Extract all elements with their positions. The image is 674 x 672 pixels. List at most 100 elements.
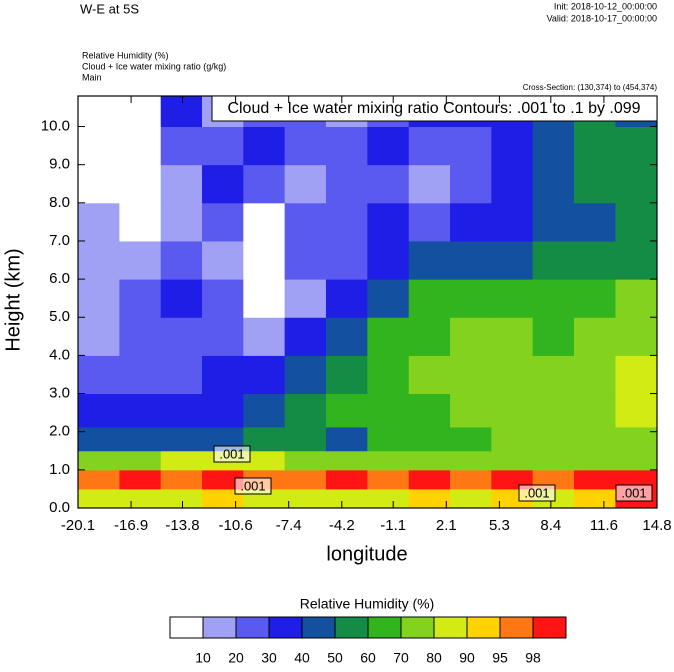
field-cell bbox=[367, 355, 410, 395]
field-cell bbox=[284, 393, 327, 428]
field-cell bbox=[450, 393, 492, 428]
field-cell bbox=[573, 393, 616, 428]
field-cell bbox=[325, 126, 368, 166]
field-cell bbox=[243, 393, 286, 428]
contour-label: .001 bbox=[240, 478, 265, 493]
field-cell bbox=[78, 96, 120, 128]
field-cell bbox=[491, 164, 534, 204]
field-cell bbox=[450, 279, 492, 318]
field-cell bbox=[367, 393, 410, 428]
field-cell bbox=[160, 279, 203, 318]
contour-label: .001 bbox=[219, 446, 244, 461]
field-cell bbox=[491, 126, 534, 166]
x-tick-label: 2.1 bbox=[436, 517, 457, 534]
field-cell bbox=[78, 469, 120, 490]
field-cell bbox=[450, 317, 492, 356]
field-cell bbox=[243, 202, 286, 242]
y-tick-label: 7.0 bbox=[49, 232, 70, 249]
colorbar-title: Relative Humidity (%) bbox=[300, 596, 435, 612]
y-tick-label: 5.0 bbox=[49, 308, 70, 325]
x-tick-label: -4.2 bbox=[329, 517, 355, 534]
field-cell bbox=[243, 450, 286, 471]
field-cell bbox=[202, 279, 244, 318]
y-tick-label: 1.0 bbox=[49, 461, 70, 478]
field-cell bbox=[367, 279, 410, 318]
cross-section: Cross-Section: (130,374) to (454,374) bbox=[523, 83, 658, 92]
field-cell bbox=[119, 240, 162, 280]
field-cell bbox=[367, 469, 410, 490]
contour-label: .001 bbox=[524, 485, 549, 500]
field-cell bbox=[202, 393, 244, 428]
field-cell bbox=[202, 355, 244, 395]
field-cell bbox=[160, 426, 203, 452]
colorbar-label: 10 bbox=[195, 650, 211, 666]
field-cell bbox=[573, 426, 616, 452]
field-cell bbox=[119, 393, 162, 428]
field-cell bbox=[243, 355, 286, 395]
y-axis-title: Height (km) bbox=[2, 248, 24, 351]
colorbar-box bbox=[169, 616, 204, 639]
field-cell bbox=[325, 469, 368, 490]
field-cell bbox=[78, 279, 120, 318]
field-cell bbox=[573, 317, 616, 356]
field-cell bbox=[202, 202, 244, 242]
colorbar-box bbox=[433, 616, 468, 639]
x-tick-label: -13.8 bbox=[165, 517, 199, 534]
field-cell bbox=[284, 426, 327, 452]
y-tick-label: 3.0 bbox=[49, 385, 70, 402]
field-cell bbox=[573, 488, 616, 509]
x-tick-label: -1.1 bbox=[380, 517, 406, 534]
field-cell bbox=[615, 164, 658, 204]
field-cell bbox=[325, 355, 368, 395]
field-cell bbox=[78, 426, 120, 452]
field-cell bbox=[119, 317, 162, 356]
field-cell bbox=[408, 317, 451, 356]
colorbar-label: 98 bbox=[525, 650, 541, 666]
colorbar-box bbox=[466, 616, 501, 639]
field-cell bbox=[78, 164, 120, 204]
field-cell bbox=[160, 469, 203, 490]
field-cell bbox=[615, 202, 658, 242]
colorbar-label: 60 bbox=[360, 650, 376, 666]
field-cell bbox=[615, 279, 658, 318]
colorbar-box bbox=[268, 616, 303, 639]
field-cell bbox=[367, 450, 410, 471]
colorbar-box bbox=[367, 616, 402, 639]
colorbar-label: 80 bbox=[426, 650, 442, 666]
field-cell bbox=[243, 279, 286, 318]
x-tick-label: 14.8 bbox=[642, 517, 671, 534]
field-cell bbox=[367, 202, 410, 242]
y-tick-label: 0.0 bbox=[49, 499, 70, 516]
field-cell bbox=[491, 426, 534, 452]
field-cell bbox=[491, 202, 534, 242]
colorbar-box bbox=[532, 616, 567, 639]
colorbar-label: 20 bbox=[228, 650, 244, 666]
field-cell bbox=[573, 279, 616, 318]
field-cell bbox=[325, 450, 368, 471]
field-cell bbox=[284, 355, 327, 395]
field-cell bbox=[615, 355, 658, 395]
field-cell bbox=[160, 126, 203, 166]
field-cell bbox=[325, 488, 368, 509]
field-cell bbox=[243, 164, 286, 204]
field-cell bbox=[284, 279, 327, 318]
field-cell bbox=[119, 96, 162, 128]
field-cell bbox=[367, 126, 410, 166]
y-tick-label: 10.0 bbox=[41, 117, 70, 134]
field-cell bbox=[408, 164, 451, 204]
field-cell bbox=[284, 240, 327, 280]
colorbar-box bbox=[301, 616, 336, 639]
field-cell bbox=[202, 317, 244, 356]
field-cell bbox=[532, 317, 575, 356]
y-tick-label: 9.0 bbox=[49, 156, 70, 173]
field-cell bbox=[450, 450, 492, 471]
field-cell bbox=[119, 126, 162, 166]
field-cell bbox=[325, 164, 368, 204]
field-cell bbox=[325, 426, 368, 452]
field-cell bbox=[78, 355, 120, 395]
field-cell bbox=[491, 240, 534, 280]
field-cell bbox=[325, 240, 368, 280]
field-cell bbox=[573, 240, 616, 280]
colorbar-box bbox=[400, 616, 435, 639]
